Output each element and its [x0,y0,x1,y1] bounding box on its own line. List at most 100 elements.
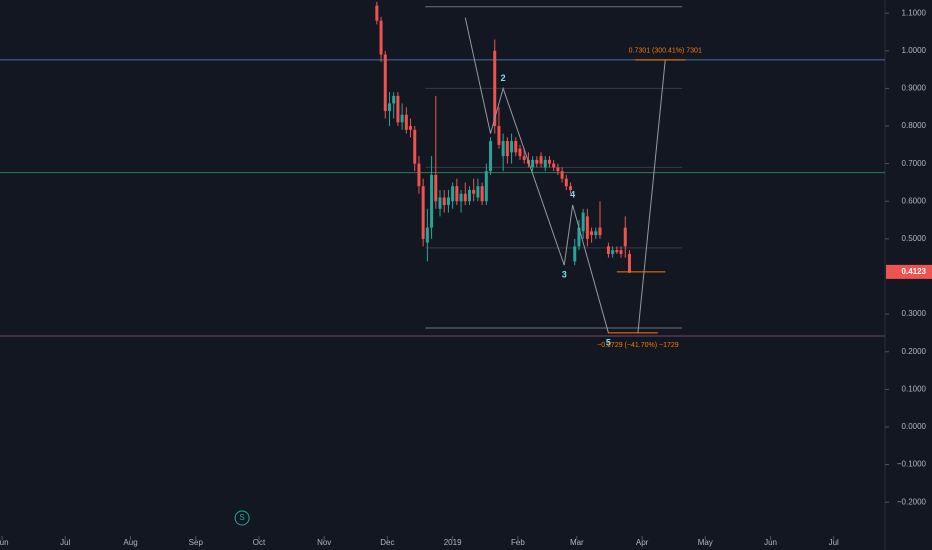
candle-body [531,159,535,168]
projection-line [637,59,666,333]
candle-body [598,227,602,236]
last-price-label: 0.4123 [902,267,927,276]
candle-body [467,189,471,202]
x-tick-label: Mar [570,538,584,547]
candle-body [480,186,484,202]
y-tick-label: −0.2000 [897,497,927,506]
candle-body [493,50,497,127]
candle-body [590,231,594,236]
y-tick-label: 0.1000 [902,384,927,393]
candle-body [501,141,505,157]
candle-body [387,103,391,111]
y-tick-label: 1.0000 [902,46,927,55]
candle-body [409,126,413,130]
candle-body [425,227,429,243]
candle-body [497,126,501,145]
candle-body [552,163,556,168]
candle-body [455,186,459,202]
candle-body [627,253,631,273]
measure-label: 0.7301 (300.41%) 7301 [629,48,702,55]
marker-label: S [239,513,244,522]
candle-body [463,193,467,202]
candle-body [547,159,551,164]
x-tick-label: Apr [636,538,649,547]
candle-body [489,141,493,172]
candle-body [451,186,455,202]
x-tick-label: Oct [253,538,266,547]
candle-body [472,189,476,194]
candle-body [619,250,623,254]
candle-body [446,197,450,206]
candle-body [413,129,417,164]
candle-body [560,171,564,179]
y-tick-label: 0.9000 [902,84,927,93]
x-tick-label: Nov [317,538,331,547]
candle-body [375,5,379,21]
y-tick-label: 0.6000 [902,196,927,205]
y-tick-label: 0.2000 [902,347,927,356]
wave-label: 2 [501,73,506,83]
candle-body [396,95,400,123]
x-tick-label: 2019 [444,538,462,547]
candle-body [594,231,598,236]
x-tick-label: May [698,538,713,547]
candle-body [383,54,387,111]
measure-label: −0.1729 (−41.70%) −1729 [597,342,679,349]
candle-body [577,227,581,247]
candle-body [606,246,610,254]
x-tick-label: Dec [380,538,394,547]
candle-body [505,141,509,157]
candle-body [434,174,438,202]
candle-body [379,20,383,55]
x-tick-label: Jul [60,538,70,547]
candle-body [476,186,480,198]
candle-body [581,212,585,232]
candle-body [623,227,627,247]
candle-body [421,186,425,239]
candle-body [400,114,404,123]
y-tick-label: 0.0000 [902,422,927,431]
x-tick-label: Jun [0,538,9,547]
candle-body [484,171,488,202]
candle-body [417,163,421,187]
candle-body [539,156,543,164]
candle-body [438,197,442,209]
x-tick-label: Feb [511,538,525,547]
last-price-badge [886,264,932,279]
candle-body [615,250,619,253]
candle-body [522,156,526,160]
candle-body [585,216,589,239]
y-tick-label: 0.5000 [902,234,927,243]
wave-label: 4 [570,189,575,199]
candle-body [392,95,396,104]
y-tick-label: 0.8000 [902,121,927,130]
candle-body [573,246,577,262]
y-tick-label: 0.3000 [902,309,927,318]
candle-body [564,178,568,187]
candle-body [510,141,514,153]
x-tick-label: Jul [829,538,839,547]
candle-body [430,174,434,228]
candle-body [459,193,463,202]
candle-body [442,197,446,206]
candle-body [611,250,615,254]
x-tick-label: Aug [123,538,137,547]
marker-circle [234,510,250,526]
candle-body [535,159,539,164]
candle-body [543,159,547,168]
candle-body [556,167,560,172]
candle-body [514,141,518,153]
candle-body [404,114,408,130]
wave-label: 3 [562,270,567,280]
x-tick-label: Jun [764,538,777,547]
y-tick-label: 0.7000 [902,159,927,168]
candle-body [518,148,522,157]
y-tick-label: −0.1000 [897,460,927,469]
wave-label: 5 [606,337,611,347]
y-tick-label: 1.1000 [902,8,927,17]
x-tick-label: Sep [189,538,204,547]
candle-body [569,186,573,190]
wave-line [464,17,609,334]
